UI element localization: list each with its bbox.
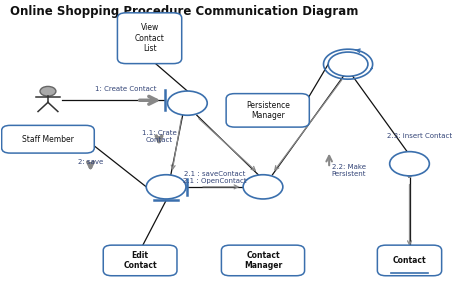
Text: 2.1 : OpenContact: 2.1 : OpenContact	[183, 178, 246, 184]
Text: 1: Create Contact: 1: Create Contact	[95, 86, 157, 92]
Text: Online Shopping Procedure Communication Diagram: Online Shopping Procedure Communication …	[10, 5, 358, 18]
Text: 1.1: Crate
Contact: 1.1: Crate Contact	[142, 130, 176, 143]
Text: Staff Member: Staff Member	[22, 135, 74, 144]
Text: 2.3: insert Contact: 2.3: insert Contact	[387, 133, 452, 139]
Text: 2: save: 2: save	[78, 159, 103, 165]
FancyBboxPatch shape	[118, 13, 182, 64]
FancyBboxPatch shape	[103, 245, 177, 276]
FancyBboxPatch shape	[226, 94, 310, 127]
Circle shape	[390, 152, 429, 176]
FancyBboxPatch shape	[221, 245, 305, 276]
Circle shape	[146, 175, 186, 199]
Circle shape	[243, 175, 283, 199]
Text: Edit
Contact: Edit Contact	[123, 251, 157, 270]
Text: Contact
Manager: Contact Manager	[244, 251, 282, 270]
FancyBboxPatch shape	[377, 245, 442, 276]
Circle shape	[40, 86, 56, 96]
Text: View
Contact
List: View Contact List	[135, 23, 164, 53]
Text: 2.1 : saveContact: 2.1 : saveContact	[184, 171, 245, 177]
Circle shape	[167, 91, 207, 115]
Circle shape	[328, 52, 368, 76]
Text: 2.2: Make
Persistent: 2.2: Make Persistent	[331, 164, 366, 177]
Text: Contact: Contact	[392, 256, 426, 265]
FancyBboxPatch shape	[1, 125, 94, 153]
Text: Persistence
Manager: Persistence Manager	[246, 101, 290, 120]
